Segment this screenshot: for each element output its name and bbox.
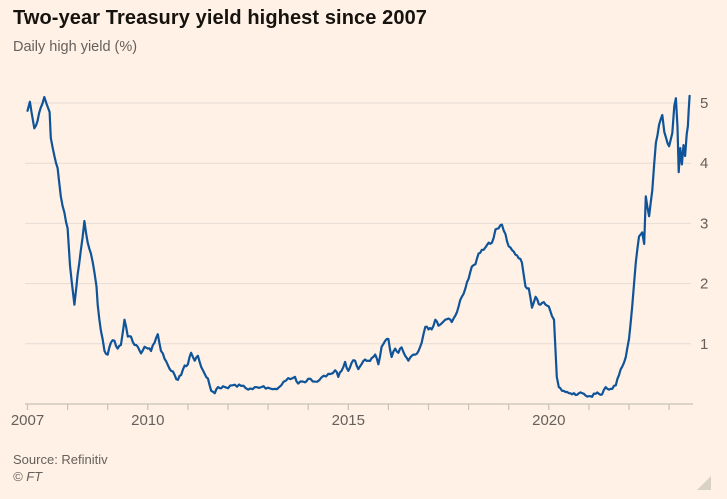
y-axis-label: 2 (700, 276, 708, 293)
y-axis-label: 5 (700, 95, 708, 112)
source-block: Source: Refinitiv © FT (13, 451, 108, 485)
y-axis-label: 4 (700, 155, 708, 172)
x-axis-label: 2010 (131, 412, 164, 429)
y-axis-label: 1 (700, 336, 708, 353)
x-axis-label: 2007 (11, 412, 44, 429)
source-label: Source: Refinitiv (13, 452, 108, 467)
x-axis-label: 2015 (332, 412, 365, 429)
treasury-yield-line (26, 94, 691, 398)
chart-title: Two-year Treasury yield highest since 20… (13, 7, 428, 29)
y-axis-label: 3 (700, 215, 708, 232)
ft-copyright: © FT (13, 469, 43, 484)
resize-handle-icon[interactable] (697, 476, 711, 490)
chart-subtitle: Daily high yield (%) (13, 39, 138, 55)
x-axis-label: 2020 (532, 412, 565, 429)
